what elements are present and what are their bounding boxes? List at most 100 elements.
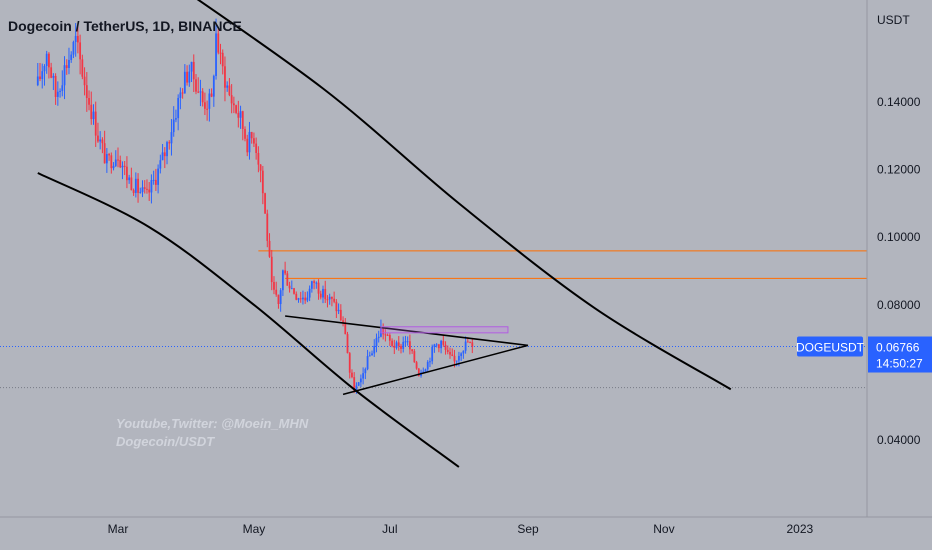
candle-body — [139, 191, 142, 193]
triangle-upper-trendline[interactable] — [285, 315, 529, 347]
candle-body — [85, 85, 88, 99]
candle-body — [444, 344, 447, 350]
candle-body — [406, 341, 409, 343]
right-arc-trendline[interactable] — [160, 0, 732, 391]
candle-body — [244, 128, 246, 139]
candle-body — [290, 288, 293, 290]
candle-body — [417, 368, 420, 376]
candle-body — [108, 154, 110, 156]
candle-body — [257, 152, 260, 165]
candle-body — [460, 353, 463, 356]
candle-body — [440, 340, 442, 349]
candle-body — [219, 52, 222, 54]
candle-body — [179, 92, 182, 98]
price-tick-label: 0.14000 — [877, 95, 921, 109]
candle-body — [368, 355, 371, 357]
candle-body — [281, 270, 284, 291]
candle-body — [204, 102, 206, 109]
candle-body — [273, 282, 275, 290]
candle-body — [163, 152, 166, 157]
candle-body — [346, 334, 349, 354]
candle-body — [264, 193, 266, 214]
ticker-badge — [797, 336, 863, 357]
time-tick-label: Mar — [108, 522, 129, 536]
candle-body — [190, 61, 193, 72]
candle-body — [295, 293, 298, 300]
candle-body — [433, 344, 436, 347]
candle-body — [415, 362, 418, 369]
candle-body — [277, 294, 280, 305]
candle-body — [119, 160, 122, 168]
candle-body — [382, 326, 385, 335]
candle-body — [422, 371, 425, 373]
candle-body — [431, 346, 434, 362]
candle-body — [212, 75, 215, 97]
candle-body — [388, 334, 391, 341]
candle-body — [81, 59, 84, 77]
candle-body — [150, 180, 153, 193]
candle-body — [246, 138, 249, 153]
candle-body — [255, 143, 258, 153]
candle-body — [188, 71, 191, 83]
resistance-rectangle[interactable] — [380, 326, 509, 334]
candle-body — [442, 340, 445, 345]
candle-body — [429, 361, 431, 363]
candle-body — [308, 288, 311, 298]
candle-body — [362, 373, 365, 379]
candle-body — [195, 79, 197, 92]
candle-body — [192, 61, 195, 80]
candle-body — [284, 270, 287, 274]
price-axis-panel[interactable] — [867, 0, 932, 550]
candle-body — [128, 177, 131, 181]
candle-body — [288, 285, 291, 289]
time-tick-label: 2023 — [786, 522, 813, 536]
candle-body — [88, 98, 90, 105]
candle-body — [237, 112, 240, 118]
candle-body — [453, 355, 456, 362]
candle-body — [326, 299, 329, 301]
candle-body — [65, 65, 68, 68]
time-tick-label: Jul — [382, 522, 397, 536]
candle-body — [464, 341, 467, 351]
candle-body — [339, 309, 342, 321]
candle-body — [306, 297, 309, 301]
candle-body — [168, 142, 171, 144]
candle-body — [359, 378, 362, 383]
candle-body — [39, 76, 41, 80]
triangle-lower-trendline[interactable] — [342, 344, 529, 396]
candle-body — [36, 76, 39, 86]
candle-body — [250, 131, 253, 139]
candle-body — [337, 309, 340, 312]
chart-title: Dogecoin / TetherUS, 1D, BINANCE — [8, 18, 242, 34]
candle-body — [437, 344, 440, 349]
candle-body — [94, 111, 97, 136]
candle-body — [315, 282, 318, 284]
candle-body — [344, 322, 347, 335]
candle-body — [154, 179, 157, 185]
candle-body — [45, 53, 48, 66]
candle-body — [355, 385, 358, 392]
candle-body — [197, 91, 200, 93]
candle-body — [74, 35, 77, 42]
candle-body — [375, 338, 378, 346]
candle-body — [132, 190, 135, 193]
candle-body — [317, 282, 320, 294]
candle-body — [409, 341, 411, 350]
candle-body — [50, 67, 53, 78]
left-arc-trendline[interactable] — [37, 172, 460, 468]
candle-body — [43, 65, 46, 72]
candle-body — [310, 281, 313, 289]
candle-body — [331, 296, 333, 299]
candle-body — [446, 349, 449, 352]
candle-body — [70, 54, 73, 60]
candle-body — [183, 71, 186, 94]
candle-body — [462, 350, 465, 354]
candle-body — [146, 188, 148, 190]
candle-body — [313, 281, 315, 283]
candle-body — [426, 361, 429, 370]
candle-body — [304, 297, 307, 301]
price-tick-label: 0.04000 — [877, 433, 921, 447]
candle-body — [76, 35, 79, 43]
